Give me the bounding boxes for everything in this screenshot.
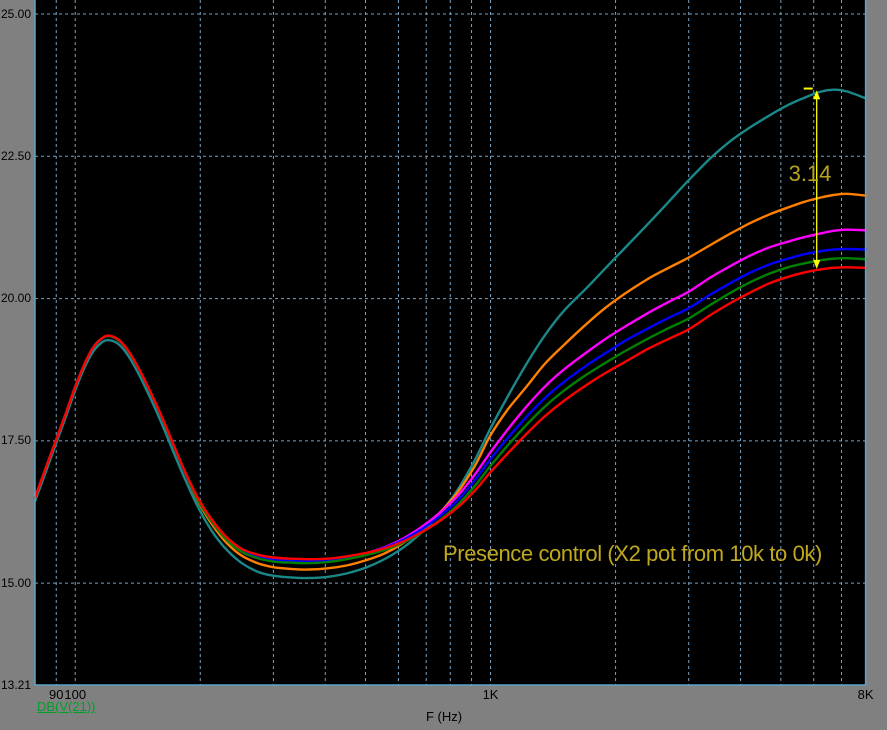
y-tick-label: 25.00 <box>0 6 31 21</box>
measurement-arrowhead-up <box>813 90 821 100</box>
measurement-arrowhead-down <box>813 259 821 269</box>
trace-legend-link[interactable]: DB(V(21)) <box>37 699 96 714</box>
plot-border <box>34 0 867 686</box>
y-tick-label: 13.21 <box>0 677 31 692</box>
curve-trace-teal[interactable] <box>33 88 867 580</box>
x-tick-label: 1K <box>482 687 499 702</box>
presence-annotation[interactable]: Presence control (X2 pot from 10k to 0k) <box>443 541 822 566</box>
x-axis-title: F (Hz) <box>425 709 463 724</box>
y-tick-label: 22.50 <box>0 148 31 163</box>
y-tick-label: 15.00 <box>0 575 31 590</box>
x-tick-label: 100 <box>64 687 87 702</box>
delta-value-label[interactable]: 3.14 <box>788 161 832 186</box>
curve-trace-red[interactable] <box>33 266 867 561</box>
y-tick-label: 20.00 <box>0 291 31 306</box>
y-tick-label: 17.50 <box>0 433 31 448</box>
x-tick-label: 90 <box>49 687 64 702</box>
x-tick-label: 8K <box>857 687 874 702</box>
